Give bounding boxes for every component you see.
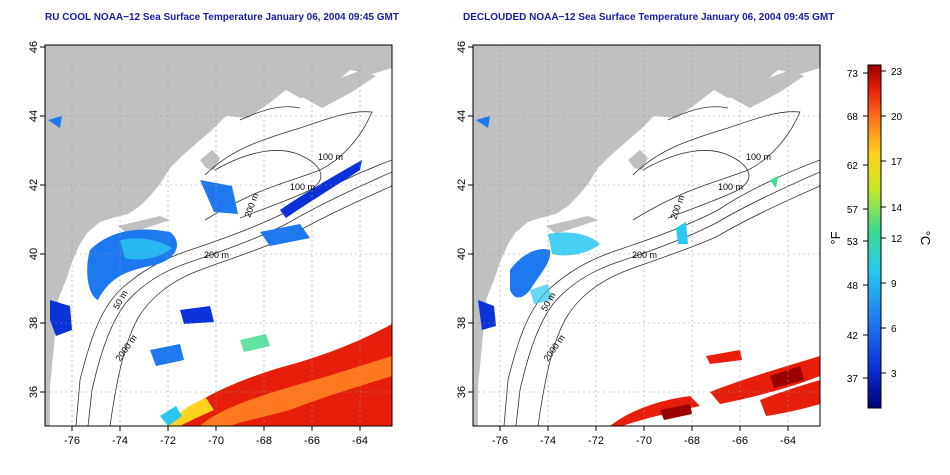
sst-patches bbox=[476, 116, 820, 426]
contour-label: 100 m bbox=[718, 182, 743, 192]
c-tick-label: 3 bbox=[891, 369, 897, 380]
graticule bbox=[45, 45, 392, 426]
f-tick-label: 42 bbox=[847, 331, 859, 342]
lon-tick-label: -66 bbox=[304, 435, 320, 447]
right-lat-labels: 46 44 42 40 38 36 bbox=[456, 41, 468, 398]
lat-tick-label: 42 bbox=[28, 179, 40, 191]
f-tick-label: 62 bbox=[847, 161, 859, 172]
f-tick-label: 53 bbox=[847, 237, 859, 248]
right-ticks bbox=[468, 46, 789, 431]
c-tick-label: 17 bbox=[891, 157, 903, 168]
contour-label: 100 m bbox=[318, 152, 343, 162]
f-tick-label: 48 bbox=[847, 281, 859, 292]
c-tick-label: 6 bbox=[891, 324, 897, 335]
lon-tick-label: -76 bbox=[64, 435, 80, 447]
colorbar-gradient bbox=[867, 64, 882, 409]
lat-tick-label: 46 bbox=[28, 41, 40, 53]
lon-tick-label: -76 bbox=[492, 435, 508, 447]
left-map: 100 m 100 m 200 m 50 m 200 m 2000 m bbox=[45, 45, 392, 426]
bathymetry-contours bbox=[503, 106, 820, 426]
lat-tick-label: 36 bbox=[28, 386, 40, 398]
left-lon-labels: -76 -74 -72 -70 -68 -66 -64 bbox=[64, 435, 368, 447]
long-island bbox=[546, 216, 598, 234]
colorbar: 73 68 62 57 53 48 42 37 23 20 17 14 12 9… bbox=[828, 64, 933, 409]
cape-cod bbox=[200, 150, 220, 170]
lon-tick-label: -74 bbox=[540, 435, 556, 447]
contour-label: 200 m bbox=[632, 250, 657, 260]
celsius-unit-label: °C bbox=[918, 231, 933, 246]
lat-tick-label: 40 bbox=[456, 248, 468, 260]
lat-tick-label: 38 bbox=[456, 317, 468, 329]
long-island bbox=[118, 216, 170, 234]
lat-tick-label: 38 bbox=[28, 317, 40, 329]
contour-label: 100 m bbox=[746, 152, 771, 162]
right-map-title: DECLOUDED NOAA−12 Sea Surface Temperatur… bbox=[463, 12, 835, 23]
f-tick-label: 73 bbox=[847, 69, 859, 80]
celsius-ticks: 23 20 17 14 12 9 6 3 bbox=[891, 67, 903, 380]
left-map-frame bbox=[44, 44, 393, 427]
right-lon-labels: -76 -74 -72 -70 -68 -66 -64 bbox=[492, 435, 796, 447]
left-map-title: RU COOL NOAA−12 Sea Surface Temperature … bbox=[45, 12, 399, 23]
lat-tick-label: 42 bbox=[456, 179, 468, 191]
right-map: 100 m 100 m 200 m 200 m 50 m 2000 m bbox=[473, 45, 820, 426]
cape-cod bbox=[628, 150, 648, 170]
fahrenheit-ticks: 73 68 62 57 53 48 42 37 bbox=[847, 69, 859, 385]
bathymetry-contours bbox=[75, 106, 392, 426]
left-lat-labels: 46 44 42 40 38 36 bbox=[28, 41, 40, 398]
lon-tick-label: -72 bbox=[160, 435, 176, 447]
fahrenheit-unit-label: °F bbox=[828, 231, 843, 244]
lat-tick-label: 44 bbox=[456, 110, 468, 122]
c-tick-label: 9 bbox=[891, 279, 897, 290]
nova-scotia bbox=[300, 70, 376, 108]
lon-tick-label: -70 bbox=[636, 435, 652, 447]
left-ticks bbox=[40, 46, 361, 431]
sst-patches bbox=[48, 116, 392, 426]
nova-scotia bbox=[728, 70, 804, 108]
lat-tick-label: 46 bbox=[456, 41, 468, 53]
contour-label: 200 m bbox=[204, 250, 229, 260]
c-tick-label: 12 bbox=[891, 234, 903, 245]
lon-tick-label: -70 bbox=[208, 435, 224, 447]
f-tick-label: 57 bbox=[847, 205, 859, 216]
graticule bbox=[473, 45, 820, 426]
lon-tick-label: -66 bbox=[732, 435, 748, 447]
land-mass bbox=[45, 45, 392, 426]
lat-tick-label: 36 bbox=[456, 386, 468, 398]
c-tick-label: 14 bbox=[891, 203, 903, 214]
land-mass bbox=[473, 45, 820, 426]
c-tick-label: 20 bbox=[891, 112, 903, 123]
right-map-frame bbox=[472, 44, 821, 427]
lon-tick-label: -72 bbox=[588, 435, 604, 447]
lon-tick-label: -74 bbox=[112, 435, 128, 447]
lat-tick-label: 44 bbox=[28, 110, 40, 122]
f-tick-label: 68 bbox=[847, 112, 859, 123]
lat-tick-label: 40 bbox=[28, 248, 40, 260]
f-tick-label: 37 bbox=[847, 374, 859, 385]
contour-label: 100 m bbox=[290, 182, 315, 192]
c-tick-label: 23 bbox=[891, 67, 903, 78]
lon-tick-label: -68 bbox=[684, 435, 700, 447]
lon-tick-label: -64 bbox=[352, 435, 368, 447]
lon-tick-label: -64 bbox=[780, 435, 796, 447]
lon-tick-label: -68 bbox=[256, 435, 272, 447]
